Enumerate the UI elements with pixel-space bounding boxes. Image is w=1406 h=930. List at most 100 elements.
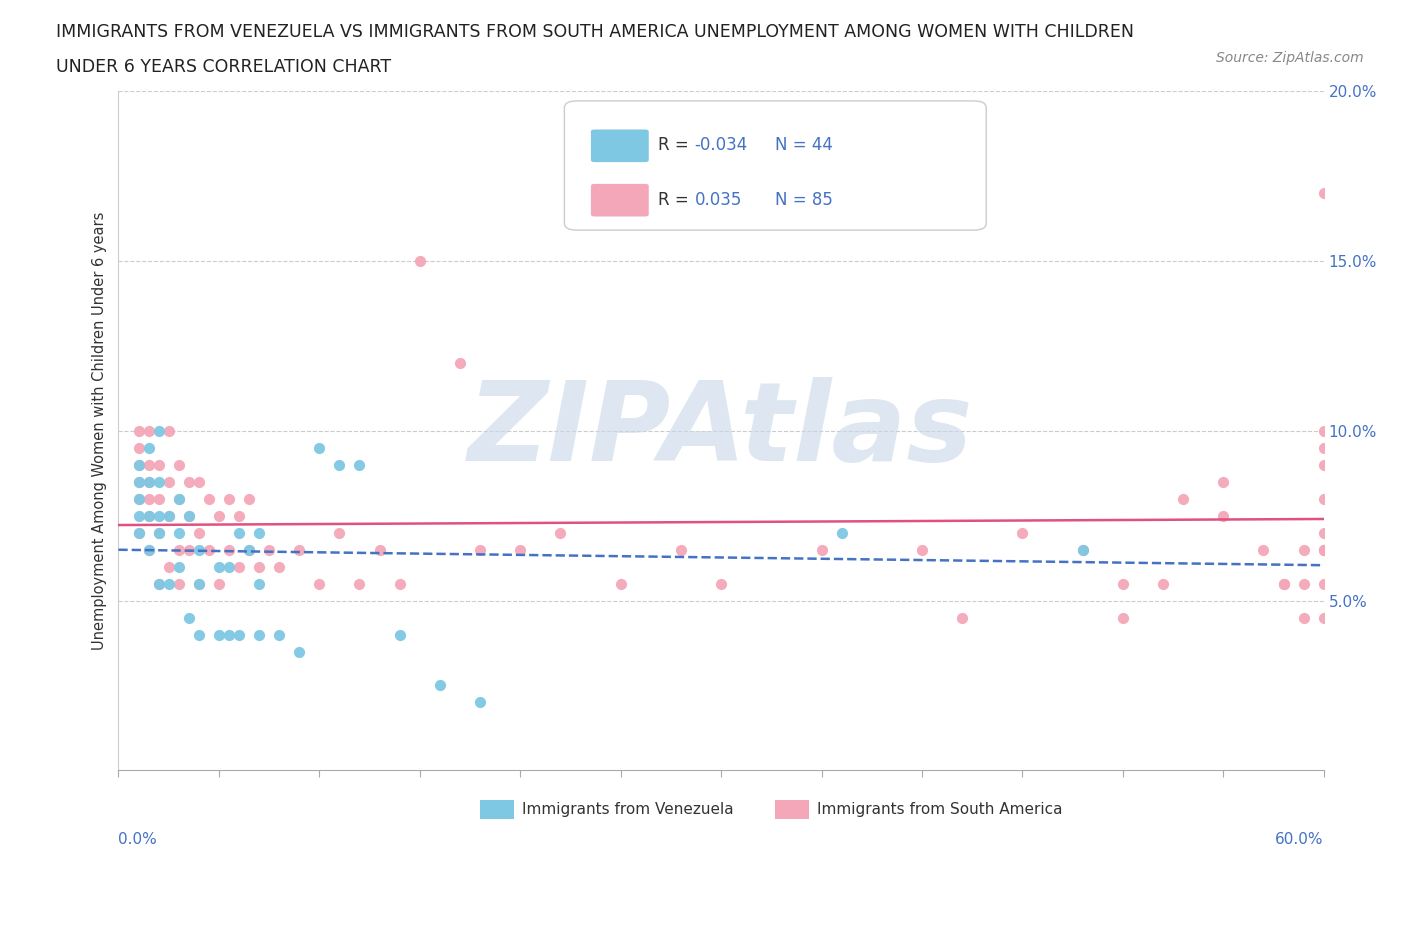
Point [288, 644, 311, 659]
Point [208, 576, 231, 591]
Point [138, 458, 160, 472]
Point [388, 576, 411, 591]
Point [187, 576, 209, 591]
Point [128, 423, 150, 438]
Point [1312, 542, 1334, 557]
Point [148, 576, 170, 591]
Point [228, 525, 250, 540]
Point [238, 542, 260, 557]
Point [138, 542, 160, 557]
FancyBboxPatch shape [564, 101, 986, 230]
Point [1071, 542, 1094, 557]
Point [368, 542, 391, 557]
Point [187, 576, 209, 591]
Point [148, 508, 170, 523]
Text: IMMIGRANTS FROM VENEZUELA VS IMMIGRANTS FROM SOUTH AMERICA UNEMPLOYMENT AMONG WO: IMMIGRANTS FROM VENEZUELA VS IMMIGRANTS … [56, 23, 1135, 41]
Point [1312, 542, 1334, 557]
Point [550, 525, 572, 540]
Point [177, 542, 200, 557]
Point [148, 525, 170, 540]
Point [228, 508, 250, 523]
Point [1292, 542, 1315, 557]
Point [148, 491, 170, 506]
Point [449, 355, 471, 370]
Point [128, 440, 150, 455]
Text: UNDER 6 YEARS CORRELATION CHART: UNDER 6 YEARS CORRELATION CHART [56, 58, 391, 75]
Point [148, 458, 170, 472]
Point [167, 491, 190, 506]
Point [177, 610, 200, 625]
Point [429, 678, 451, 693]
Point [128, 474, 150, 489]
Point [138, 491, 160, 506]
Y-axis label: Unemployment Among Women with Children Under 6 years: Unemployment Among Women with Children U… [93, 211, 107, 650]
Point [1312, 458, 1334, 472]
Bar [775, 801, 808, 819]
Point [128, 491, 150, 506]
Bar [479, 801, 513, 819]
Point [810, 542, 832, 557]
Point [187, 525, 209, 540]
Point [128, 458, 150, 472]
Point [1312, 542, 1334, 557]
Point [138, 423, 160, 438]
Point [187, 627, 209, 642]
Point [198, 542, 221, 557]
Point [128, 474, 150, 489]
Point [468, 542, 491, 557]
Point [328, 458, 350, 472]
Text: Immigrants from Venezuela: Immigrants from Venezuela [522, 803, 734, 817]
Point [128, 491, 150, 506]
FancyBboxPatch shape [591, 129, 648, 162]
Point [187, 474, 209, 489]
Point [247, 525, 270, 540]
Text: 60.0%: 60.0% [1275, 831, 1323, 846]
Text: Source: ZipAtlas.com: Source: ZipAtlas.com [1216, 51, 1364, 65]
Point [177, 508, 200, 523]
Point [167, 491, 190, 506]
Point [308, 576, 330, 591]
Point [349, 458, 371, 472]
Point [1312, 576, 1334, 591]
Text: 0.0%: 0.0% [118, 831, 157, 846]
Point [1253, 542, 1275, 557]
Point [247, 627, 270, 642]
Point [1312, 423, 1334, 438]
Point [1312, 491, 1334, 506]
Point [138, 508, 160, 523]
Point [1312, 440, 1334, 455]
Point [148, 576, 170, 591]
Text: 0.035: 0.035 [695, 191, 742, 208]
Point [167, 542, 190, 557]
Point [238, 542, 260, 557]
Text: Immigrants from South America: Immigrants from South America [817, 803, 1063, 817]
Text: N = 44: N = 44 [775, 136, 834, 154]
Point [509, 542, 531, 557]
Point [167, 576, 190, 591]
Point [388, 627, 411, 642]
Point [157, 576, 180, 591]
Point [157, 423, 180, 438]
Point [1011, 525, 1033, 540]
Point [257, 542, 280, 557]
Text: ZIPAtlas: ZIPAtlas [468, 377, 974, 485]
Point [148, 423, 170, 438]
Point [128, 508, 150, 523]
Point [1312, 525, 1334, 540]
Point [208, 627, 231, 642]
Point [349, 576, 371, 591]
Point [669, 542, 692, 557]
Point [950, 610, 973, 625]
Point [710, 576, 733, 591]
Point [128, 458, 150, 472]
Point [1152, 576, 1174, 591]
Point [1212, 474, 1234, 489]
Point [157, 508, 180, 523]
Point [138, 440, 160, 455]
Point [218, 491, 240, 506]
Point [247, 576, 270, 591]
Point [328, 525, 350, 540]
Point [269, 559, 291, 574]
Point [208, 559, 231, 574]
Point [218, 627, 240, 642]
